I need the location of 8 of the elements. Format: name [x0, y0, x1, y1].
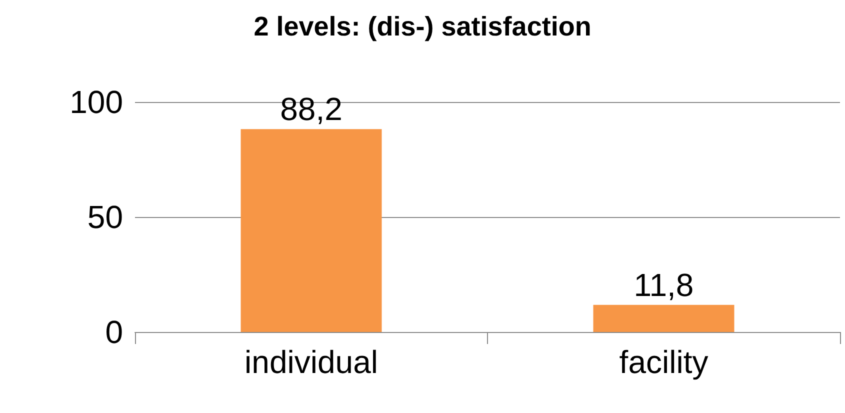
x-tick-label: facility	[619, 344, 708, 380]
y-tick-label: 50	[87, 199, 123, 235]
y-tick-label: 100	[70, 84, 123, 120]
data-label: 88,2	[280, 91, 342, 128]
data-label: 11,8	[634, 266, 694, 303]
x-tick-label: individual	[244, 344, 378, 380]
y-tick-label: 0	[105, 314, 123, 350]
chart-title: 2 levels: (dis-) satisfaction	[254, 12, 592, 42]
